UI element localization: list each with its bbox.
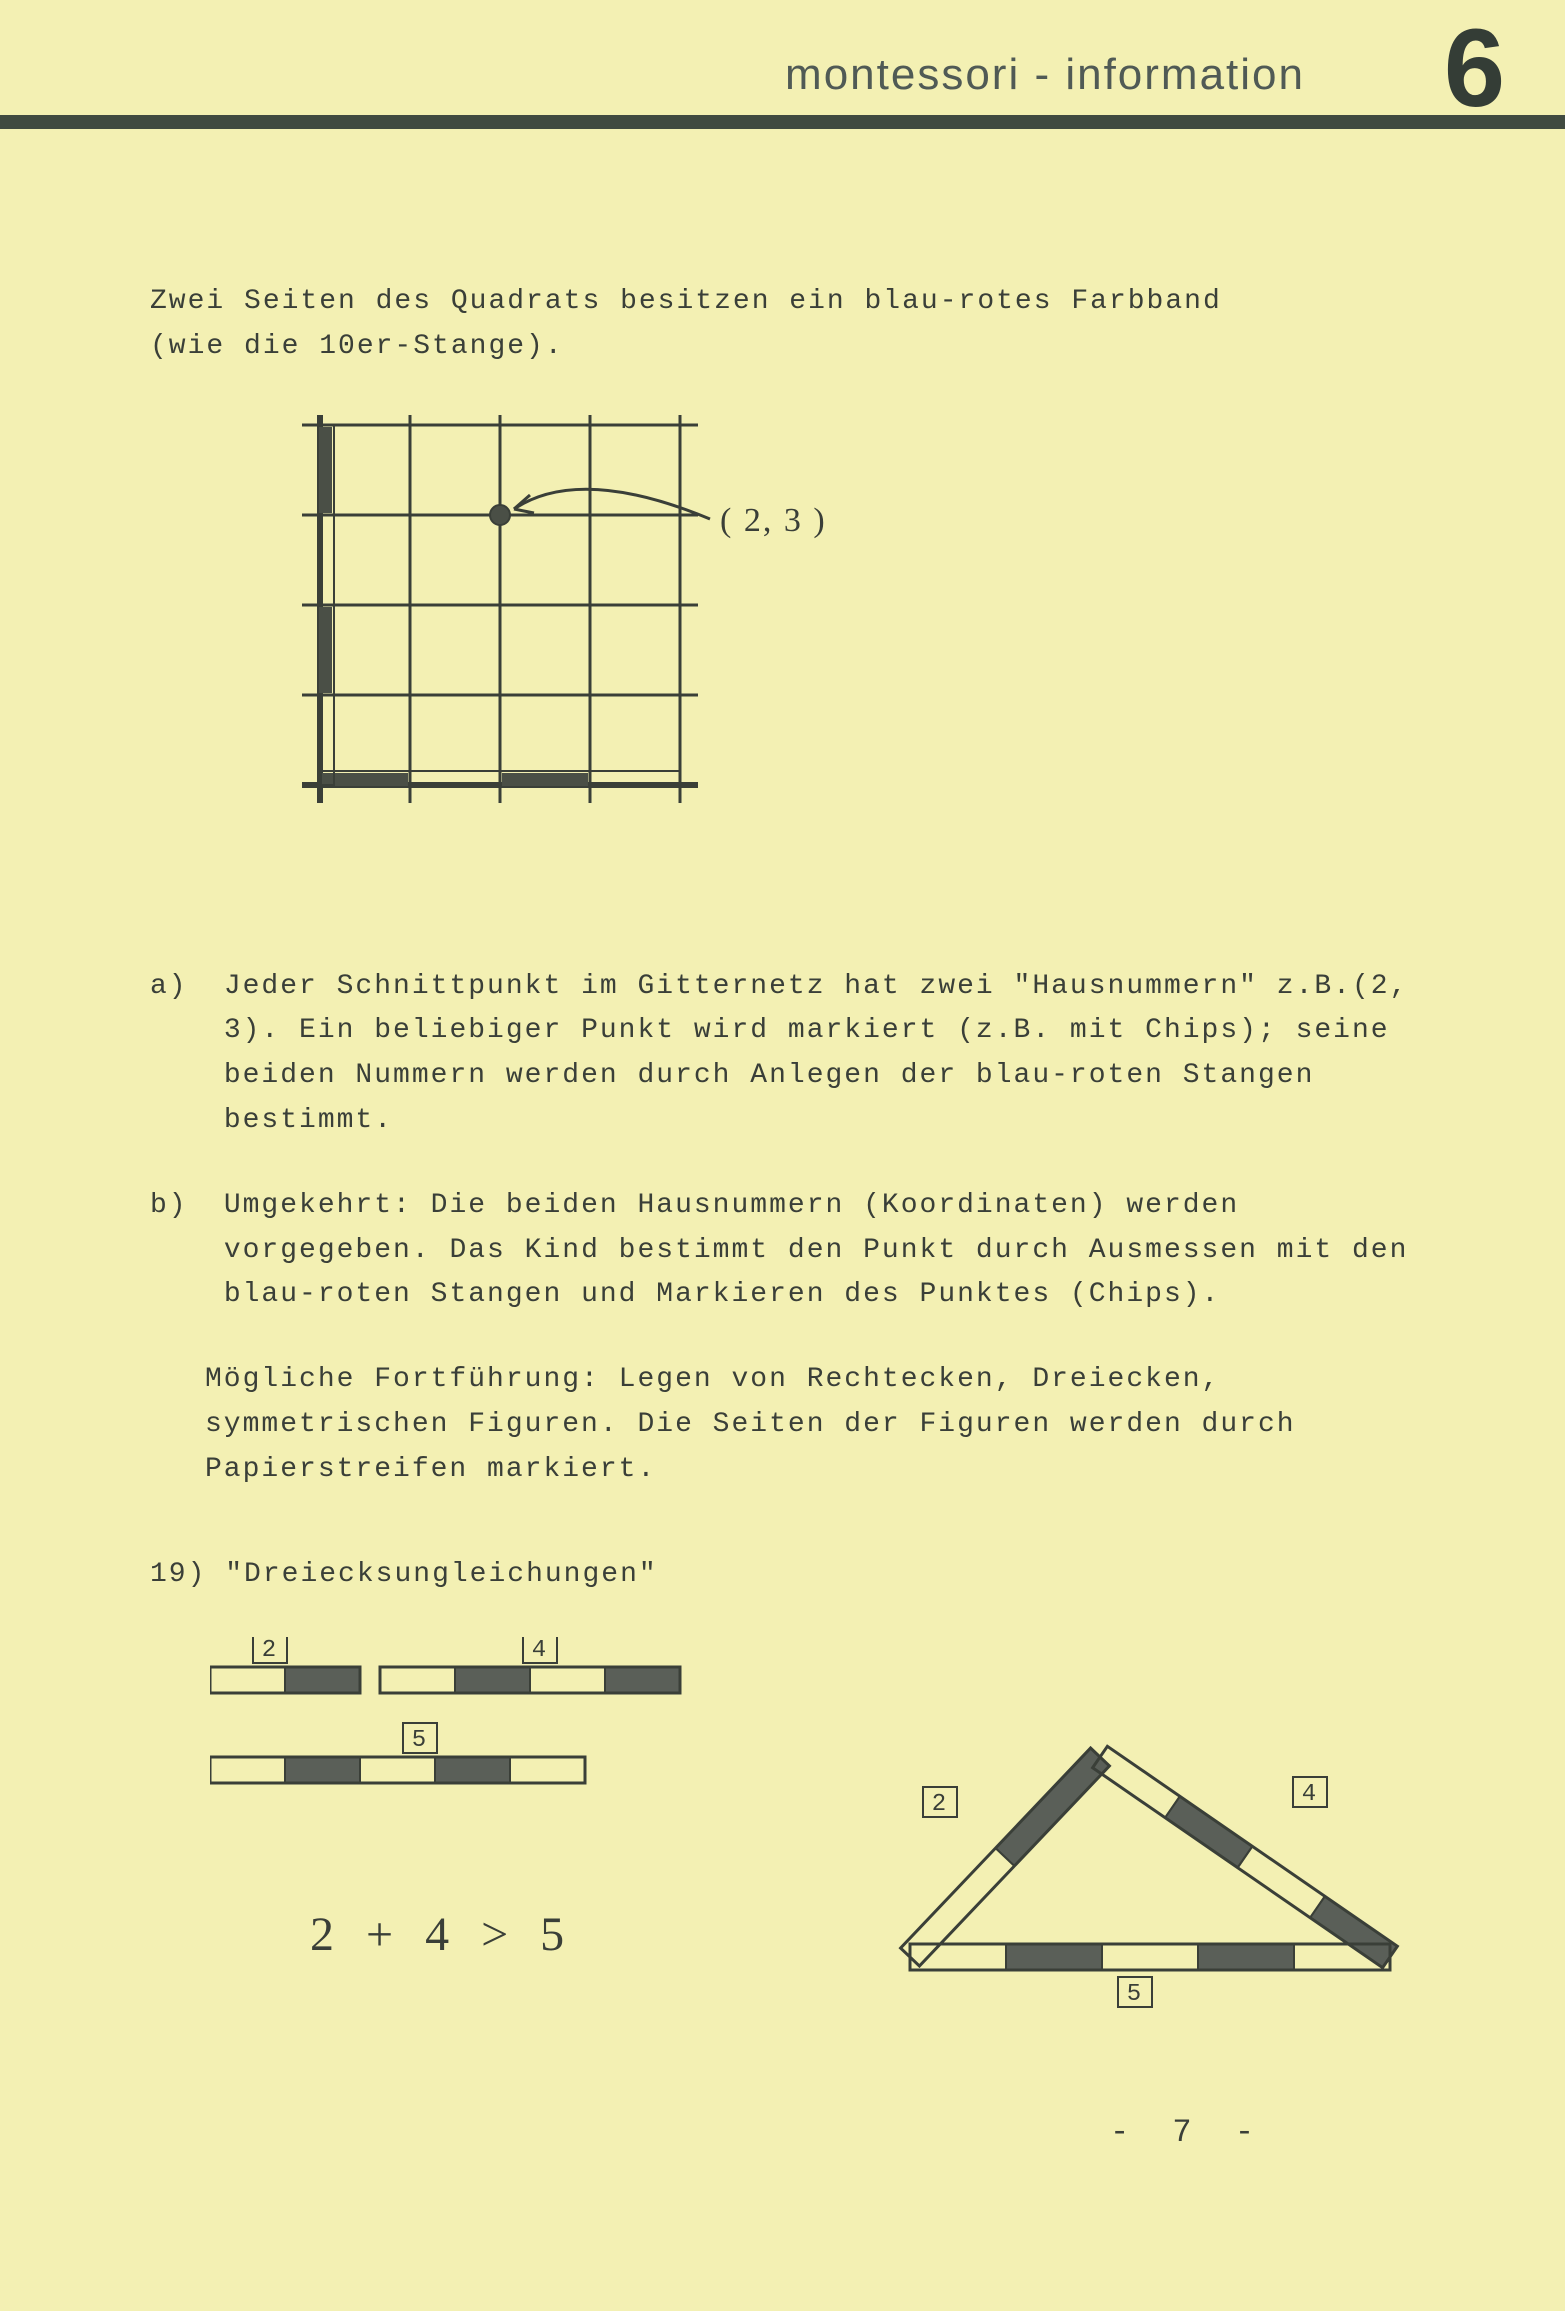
svg-text:4: 4 bbox=[1302, 1781, 1318, 1808]
header-rule bbox=[0, 115, 1565, 129]
svg-text:4: 4 bbox=[532, 1637, 548, 1664]
list-label-b: b) bbox=[150, 1184, 205, 1229]
svg-text:( 2, 3 ): ( 2, 3 ) bbox=[720, 502, 827, 539]
header-page-number: 6 bbox=[1444, 5, 1505, 132]
svg-text:5: 5 bbox=[412, 1727, 428, 1754]
continuation-paragraph: Mögliche Fortführung: Legen von Rechteck… bbox=[205, 1358, 1455, 1492]
svg-text:5: 5 bbox=[1127, 1981, 1143, 2008]
list-item-b: b) Umgekehrt: Die beiden Hausnummern (Ko… bbox=[150, 1184, 1455, 1318]
intro-line1: Zwei Seiten des Quadrats besitzen ein bl… bbox=[150, 286, 1222, 317]
header-title: montessori - information bbox=[785, 50, 1305, 100]
triangle-figure: 2 4 5 bbox=[870, 1717, 1470, 2077]
list-text-a: Jeder Schnittpunkt im Gitternetz hat zwe… bbox=[224, 965, 1424, 1144]
page-footer-number: - 7 - bbox=[1110, 2107, 1266, 2158]
svg-text:2: 2 bbox=[932, 1791, 948, 1818]
section-19-title: "Dreiecksungleichungen" bbox=[225, 1559, 657, 1590]
page-body: Zwei Seiten des Quadrats besitzen ein bl… bbox=[150, 280, 1455, 2057]
grid-figure: ( 2, 3 ) bbox=[280, 415, 1040, 885]
page: montessori - information 6 Zwei Seiten d… bbox=[0, 0, 1565, 2311]
section-19-heading: 19) "Dreiecksungleichungen" bbox=[150, 1553, 1455, 1598]
inequality-formula: 2 + 4 > 5 bbox=[310, 1897, 574, 1974]
intro-paragraph: Zwei Seiten des Quadrats besitzen ein bl… bbox=[150, 280, 1455, 370]
svg-text:2: 2 bbox=[262, 1637, 278, 1664]
list-item-a: a) Jeder Schnittpunkt im Gitternetz hat … bbox=[150, 965, 1455, 1144]
list-text-b: Umgekehrt: Die beiden Hausnummern (Koord… bbox=[224, 1184, 1424, 1318]
rods-figure: 2 4 5 bbox=[210, 1637, 730, 1877]
intro-line2: (wie die 10er-Stange). bbox=[150, 331, 564, 362]
section-19-label: 19) bbox=[150, 1559, 206, 1590]
inequality-figure-area: 245 2 + 4 > 5 245 - 7 - bbox=[150, 1637, 1455, 2057]
list-label-a: a) bbox=[150, 965, 205, 1010]
